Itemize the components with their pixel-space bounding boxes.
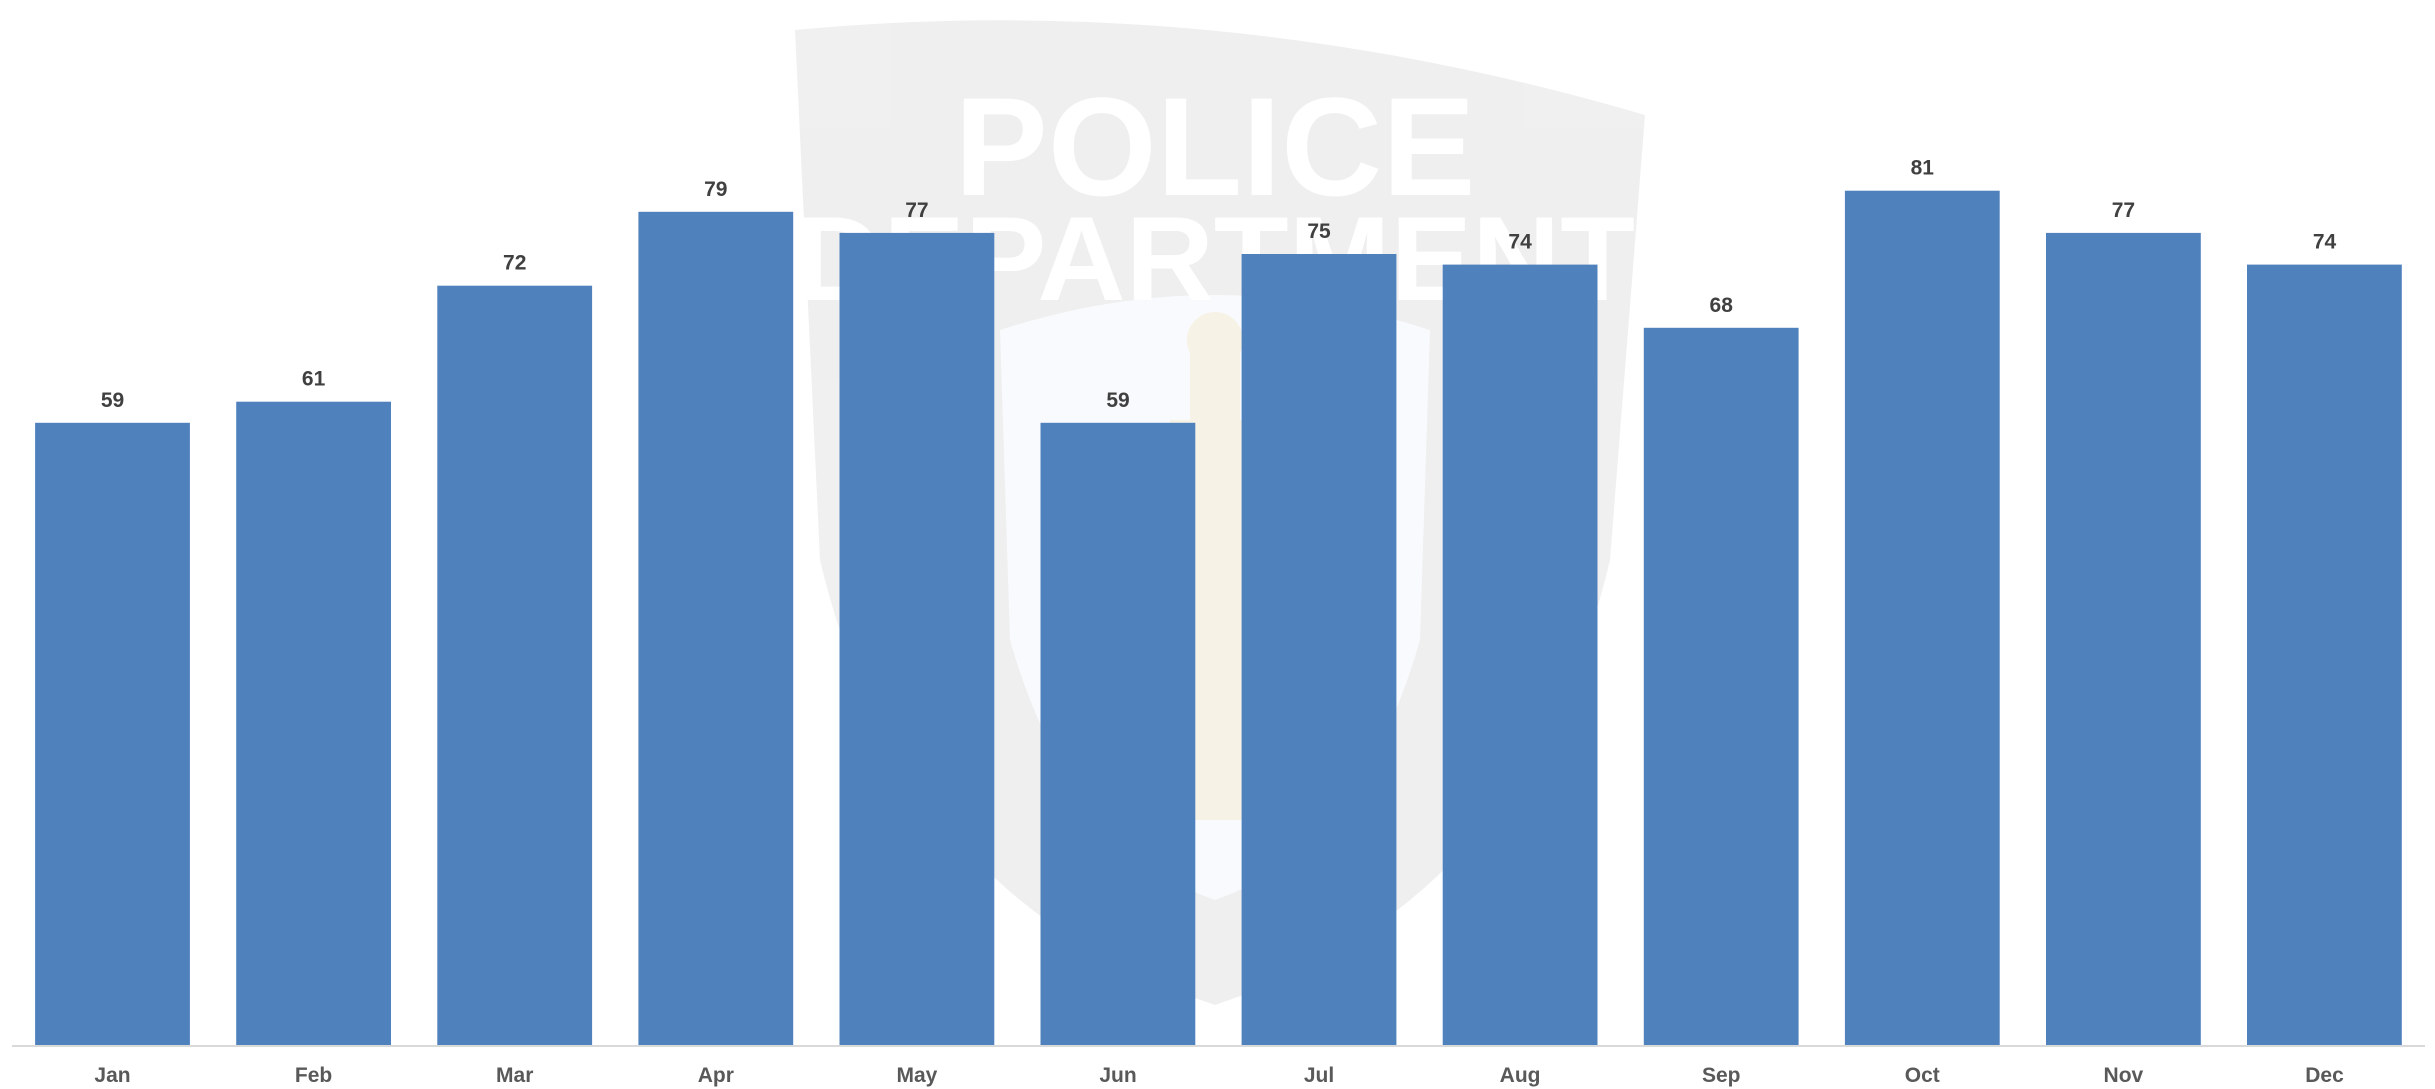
x-tick-label-feb: Feb: [295, 1064, 332, 1087]
x-tick-label-jan: Jan: [94, 1064, 130, 1087]
bar-may: [839, 232, 995, 1045]
watermark-text-top: POLICE: [954, 68, 1475, 225]
bar-jan: [35, 422, 190, 1045]
data-label-dec: 74: [2313, 231, 2337, 254]
value-labels-layer: 59 61 72 79 77 59 75 74 68 81 77 74: [101, 157, 2337, 412]
x-axis-tick-labels: Jan Feb Mar Apr May Jun Jul Aug Sep Oct Nov Dec: [94, 1064, 2344, 1087]
x-tick-label-jul: Jul: [1304, 1064, 1334, 1087]
x-tick-label-dec: Dec: [2305, 1064, 2344, 1087]
data-label-aug: 74: [1508, 231, 1532, 254]
data-label-jul: 75: [1307, 220, 1331, 243]
bar-sep: [1643, 327, 1799, 1045]
x-tick-label-sep: Sep: [1702, 1064, 1741, 1087]
bar-oct: [1844, 190, 2000, 1045]
x-tick-label-oct: Oct: [1905, 1064, 1940, 1087]
data-label-may: 77: [905, 199, 928, 222]
x-tick-label-mar: Mar: [496, 1064, 533, 1087]
data-label-nov: 77: [2112, 199, 2135, 222]
data-label-oct: 81: [1911, 157, 1935, 180]
data-label-jan: 59: [101, 389, 124, 412]
bar-dec: [2247, 264, 2402, 1046]
data-label-mar: 72: [503, 252, 526, 275]
x-tick-label-aug: Aug: [1500, 1064, 1541, 1087]
bar-jul: [1241, 254, 1397, 1045]
data-label-feb: 61: [302, 368, 326, 391]
x-tick-label-may: May: [896, 1064, 937, 1087]
bar-mar: [437, 285, 593, 1045]
bar-aug: [1442, 264, 1598, 1046]
bar-jun: [1040, 422, 1196, 1045]
data-label-apr: 79: [704, 178, 727, 201]
bar-apr: [638, 211, 794, 1046]
bar-feb: [236, 401, 391, 1045]
x-tick-label-apr: Apr: [698, 1064, 734, 1087]
bar-nov: [2046, 232, 2201, 1045]
x-tick-label-nov: Nov: [2104, 1064, 2144, 1087]
data-label-jun: 59: [1106, 389, 1129, 412]
bars-layer: [35, 190, 2402, 1046]
data-label-sep: 68: [1710, 294, 1734, 317]
x-tick-label-jun: Jun: [1099, 1064, 1136, 1087]
